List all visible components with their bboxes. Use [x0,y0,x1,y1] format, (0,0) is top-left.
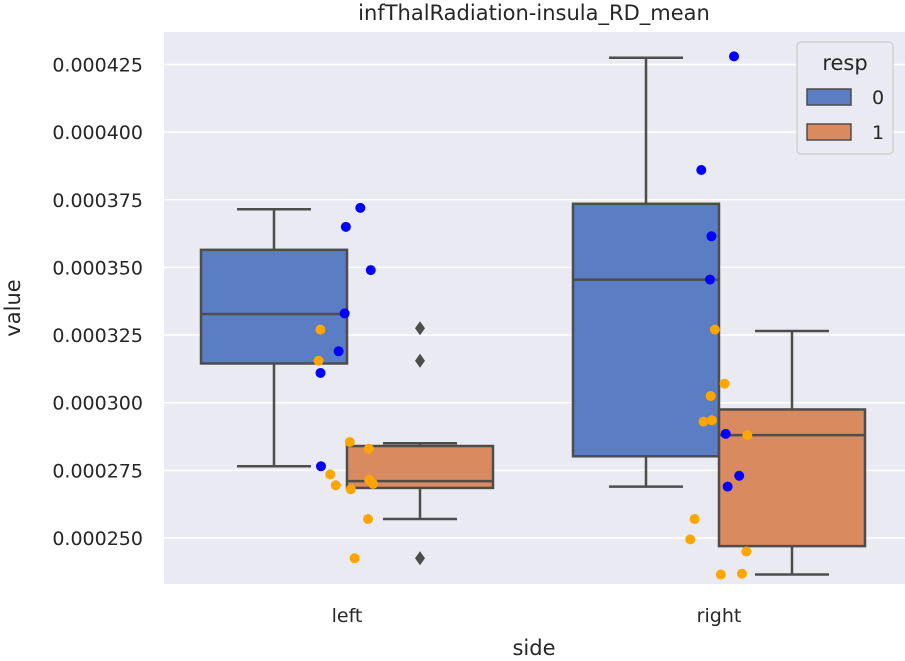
legend-title: resp [822,51,867,75]
point-1-left-1 [313,355,324,366]
chart-title: infThalRadiation-insula_RD_mean [358,1,710,26]
point-0-right-3 [704,274,715,285]
point-1-right-10 [715,569,726,580]
x-tick-labels: left right [332,605,742,627]
point-0-left-3 [339,308,350,319]
legend-swatch-1 [806,123,852,141]
point-0-left-6 [315,461,326,472]
point-0-right-1 [696,165,707,175]
y-tick-label-2: 0.000300 [52,393,143,415]
point-1-left-3 [363,443,374,454]
y-tick-label-3: 0.000325 [52,325,143,347]
point-1-right-3 [706,415,717,426]
box-0-right [571,56,721,488]
y-tick-label-5: 0.000375 [52,190,143,212]
point-0-left-0 [355,202,366,213]
y-tick-label-0: 0.000250 [52,528,143,550]
outlier-marker-0 [415,321,425,336]
point-0-right-6 [722,481,733,492]
point-1-left-8 [345,484,356,495]
box-iqr [199,248,349,365]
box-0-left [199,207,349,468]
data-points [313,51,753,580]
point-1-right-0 [709,324,720,335]
point-1-right-8 [741,546,752,557]
y-axis-label: value [1,279,25,336]
point-0-left-4 [333,346,344,357]
point-1-left-2 [344,436,355,447]
point-1-right-9 [736,568,747,579]
point-1-right-1 [719,378,730,389]
y-tick-label-1: 0.000275 [52,460,143,482]
point-0-left-1 [340,221,351,232]
point-1-left-6 [368,478,379,489]
outlier-marker-1 [415,353,425,368]
point-1-left-9 [363,514,374,525]
point-1-left-7 [330,480,341,491]
point-1-right-7 [685,534,696,545]
point-0-right-0 [729,51,740,62]
point-1-right-2 [705,390,716,401]
x-axis-label: side [512,636,555,660]
point-1-left-10 [349,553,360,564]
point-0-right-5 [734,470,745,481]
point-0-left-5 [315,367,326,378]
legend-swatch-0 [806,88,852,106]
x-tick-label-right: right [697,605,742,627]
legend-label-1: 1 [872,122,884,144]
y-tick-label-7: 0.000425 [52,54,143,76]
point-0-left-2 [365,265,376,276]
legend-label-0: 0 [872,87,884,109]
point-1-right-4 [698,416,709,427]
point-1-left-0 [315,324,326,335]
y-tick-labels: 0.000250 0.000275 0.000300 0.000325 0.000350… [52,54,143,550]
box-iqr [571,202,721,458]
y-tick-label-4: 0.000350 [52,257,143,279]
boxes [199,56,867,576]
point-1-right-6 [689,514,700,525]
point-1-left-4 [325,469,336,480]
point-0-right-4 [720,428,731,439]
point-0-right-2 [706,231,717,242]
outlier-marker-2 [415,551,425,566]
y-tick-label-6: 0.000400 [52,122,143,144]
x-tick-label-left: left [332,605,363,627]
point-1-right-5 [742,430,753,441]
legend: resp 0 1 [796,41,894,155]
